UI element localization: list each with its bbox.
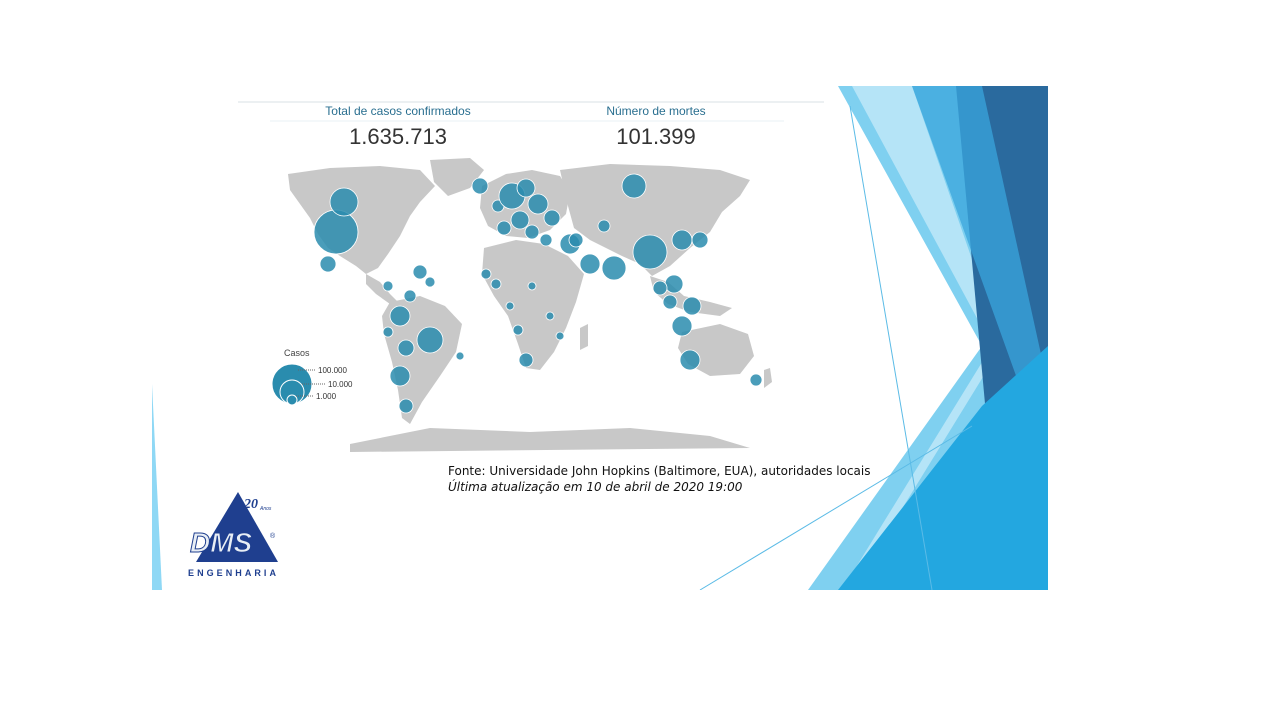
case-bubble [652, 280, 668, 296]
case-bubble [382, 326, 394, 338]
land-africa [482, 240, 584, 370]
case-bubble [597, 219, 611, 233]
case-bubble [545, 311, 555, 321]
case-bubble [403, 289, 417, 303]
case-bubbles [313, 173, 763, 414]
case-bubble [505, 301, 515, 311]
case-bubble [389, 305, 411, 327]
case-bubble [496, 220, 512, 236]
land-madagascar [580, 324, 588, 350]
case-bubble [524, 224, 540, 240]
case-bubble [679, 349, 701, 371]
world-map: Casos 100.000 10.000 1.000 [271, 158, 772, 452]
land-north-america [288, 166, 435, 274]
logo-years: 20 [243, 497, 258, 512]
case-bubble [490, 278, 502, 290]
legend-label-1000: 1.000 [316, 392, 337, 401]
case-bubble [389, 365, 411, 387]
case-bubble [568, 232, 584, 248]
confirmed-cases-value: 1.635.713 [349, 124, 447, 149]
case-bubble [397, 339, 415, 357]
legend: Casos 100.000 10.000 1.000 [271, 348, 353, 406]
last-update-text: Última atualização em 10 de abril de 202… [448, 480, 743, 494]
case-bubble [682, 296, 702, 316]
case-bubble [424, 276, 436, 288]
logo-years-suffix: Anos [259, 506, 272, 512]
continents [288, 158, 772, 452]
case-bubble [398, 398, 414, 414]
case-bubble [512, 324, 524, 336]
case-bubble [455, 351, 465, 361]
legend-label-100000: 100.000 [318, 366, 347, 375]
case-bubble [671, 229, 693, 251]
logo-registered: ® [270, 532, 276, 540]
deaths-value: 101.399 [616, 124, 696, 149]
case-bubble [664, 274, 684, 294]
case-bubble [516, 178, 536, 198]
case-bubble [527, 281, 537, 291]
case-bubble [539, 233, 553, 247]
case-bubble [319, 255, 337, 273]
land-antarctica [350, 428, 750, 452]
case-bubble [543, 209, 561, 227]
legend-title: Casos [284, 348, 310, 358]
case-bubble [601, 255, 627, 281]
logo-brand: DMS [190, 527, 253, 558]
case-bubble [621, 173, 647, 199]
case-bubble [480, 268, 492, 280]
case-bubble [555, 331, 565, 341]
source-text: Fonte: Universidade John Hopkins (Baltim… [448, 464, 871, 478]
legend-circle-small [286, 394, 298, 406]
dms-logo: DMS 20 Anos ® ENGENHARIA [188, 492, 278, 578]
case-bubble [412, 264, 428, 280]
slide: Total de casos confirmados 1.635.713 Núm… [152, 86, 1048, 590]
case-bubble [662, 294, 678, 310]
confirmed-cases-label: Total de casos confirmados [325, 104, 471, 118]
land-new-zealand [764, 368, 772, 388]
case-bubble [691, 231, 709, 249]
case-bubble [527, 193, 549, 215]
case-bubble [518, 352, 534, 368]
case-bubble [510, 210, 530, 230]
case-bubble [471, 177, 489, 195]
case-bubble [416, 326, 444, 354]
case-bubble [632, 234, 668, 270]
case-bubble [313, 209, 359, 255]
logo-subtitle: ENGENHARIA [188, 568, 277, 578]
land-south-america [382, 296, 462, 424]
case-bubble [382, 280, 394, 292]
case-bubble [671, 315, 693, 337]
case-bubble [579, 253, 601, 275]
land-asia [560, 164, 750, 276]
case-bubble [329, 187, 359, 217]
land-greenland [430, 158, 484, 196]
case-bubble [749, 373, 763, 387]
legend-label-10000: 10.000 [328, 380, 353, 389]
land-central-america [366, 274, 398, 304]
deaths-label: Número de mortes [606, 104, 706, 118]
